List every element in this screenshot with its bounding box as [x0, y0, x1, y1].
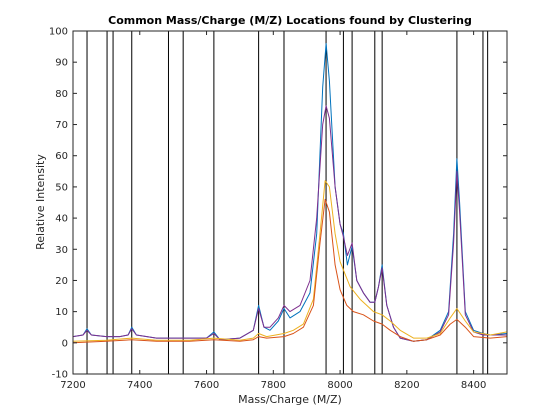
chart-title: Common Mass/Charge (M/Z) Locations found… [108, 14, 472, 27]
y-axis-label: Relative Intensity [34, 154, 47, 250]
axes: 7200 7400 7600 7800 8000 8200 8400 -10 0 10 20 30 40… [49, 27, 507, 391]
y-tick-label-9: 80 [55, 89, 68, 100]
x-tick-label-6: 8400 [461, 380, 486, 391]
plot-background [73, 31, 507, 374]
x-tick-label-1: 7400 [127, 380, 152, 391]
y-tick-label-8: 70 [55, 120, 68, 131]
y-tick-label-7: 60 [55, 151, 68, 162]
y-tick-label-4: 30 [55, 245, 68, 256]
y-tick-label-10: 90 [55, 58, 68, 69]
x-tick-label-5: 8200 [394, 380, 419, 391]
series-line-1 [72, 105, 507, 342]
x-tick-label-4: 8000 [327, 380, 352, 391]
y-tick-label-5: 40 [55, 214, 68, 225]
series-line-3 [72, 198, 508, 344]
y-tick-label-11: 100 [49, 27, 68, 38]
x-tick-label-0: 7200 [60, 380, 85, 391]
x-tick-label-2: 7600 [194, 380, 219, 391]
plot-frame [72, 30, 508, 375]
y-tick-label-1: 0 [62, 338, 68, 349]
series-lines [72, 43, 508, 344]
series-line-2 [72, 180, 508, 342]
x-axis-label: Mass/Charge (M/Z) [238, 393, 342, 406]
y-tick-label-6: 50 [55, 182, 68, 193]
y-tick-label-2: 10 [55, 307, 68, 318]
y-tick-label-0: -10 [52, 370, 68, 381]
y-tick-label-3: 20 [55, 276, 68, 287]
x-tick-label-3: 7800 [261, 380, 286, 391]
